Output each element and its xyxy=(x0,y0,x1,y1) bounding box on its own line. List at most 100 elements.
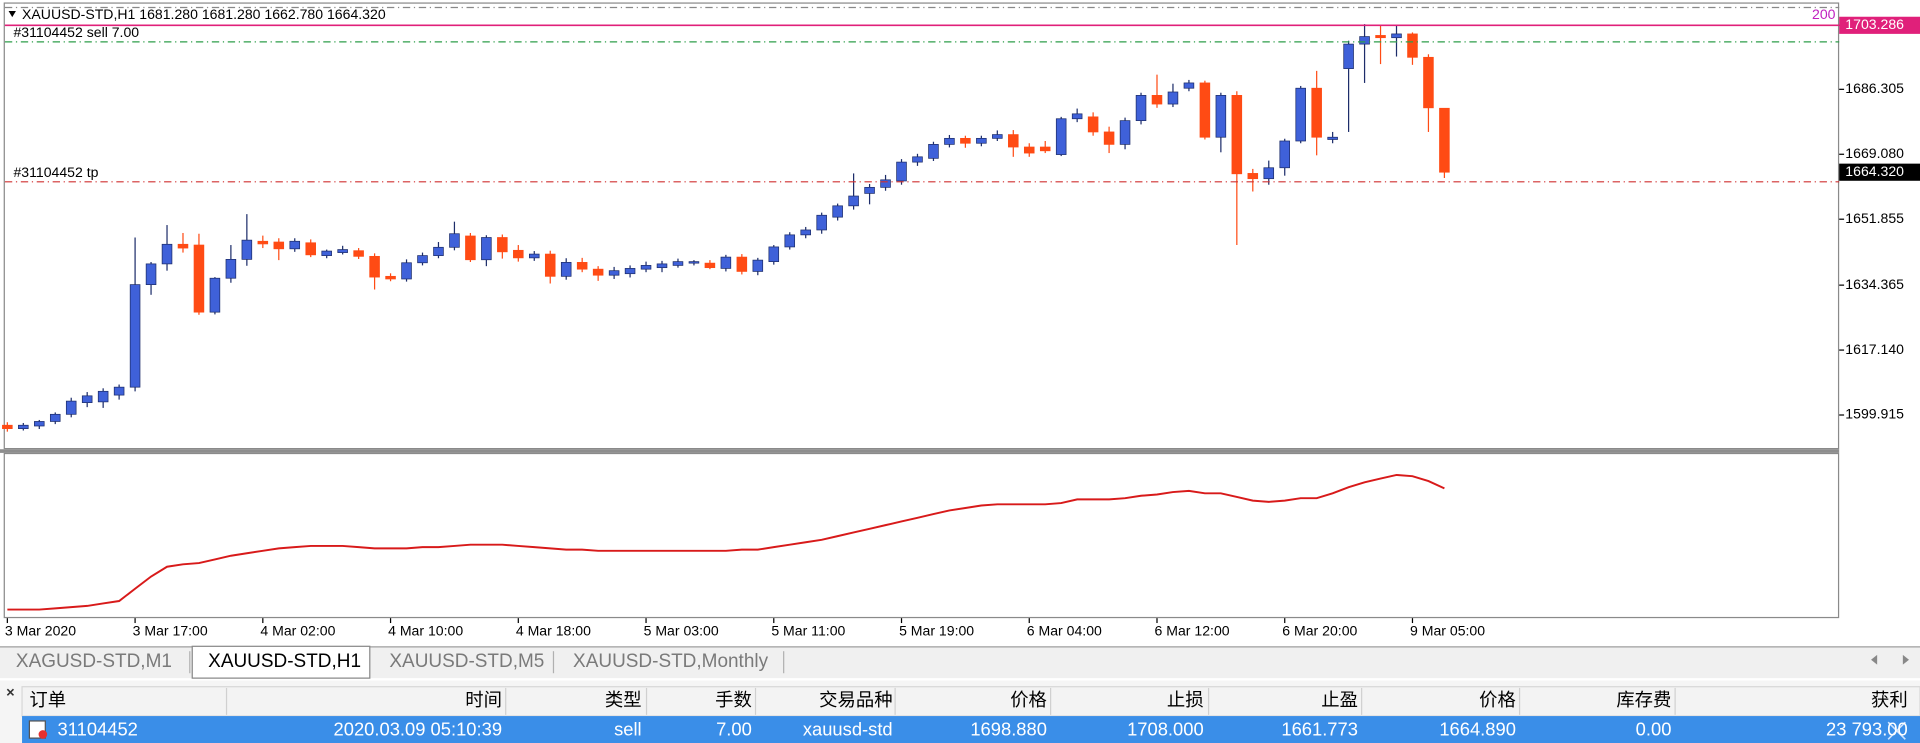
candle-body xyxy=(592,268,604,276)
y-tick-label: 1599.915 xyxy=(1845,406,1904,422)
candle-body xyxy=(720,256,732,269)
y-tick-label: 1651.855 xyxy=(1845,210,1904,226)
candle-body xyxy=(273,241,285,250)
x-tick-label: 6 Mar 04:00 xyxy=(1027,622,1102,638)
candle-body xyxy=(1215,95,1227,138)
price-tag: 1703.286 xyxy=(1845,16,1904,32)
candle-body xyxy=(81,395,93,403)
order-line-label: #31104452 tp xyxy=(13,164,98,180)
candle-body xyxy=(433,246,444,256)
column-header: 订单 xyxy=(29,689,66,710)
tab[interactable]: XAUUSD-STD,M5 xyxy=(389,651,544,672)
chart-header: XAUUSD-STD,H1 1681.280 1681.280 1662.780… xyxy=(22,6,386,22)
candle-body xyxy=(1039,146,1051,152)
tab-active[interactable] xyxy=(191,645,371,679)
y-tick-label: 1634.365 xyxy=(1845,276,1904,292)
candle-body xyxy=(257,240,269,245)
candle-body xyxy=(18,424,29,430)
row-close[interactable] xyxy=(1887,721,1906,740)
candle-body xyxy=(1135,95,1147,122)
table-cell: 1664.890 xyxy=(1439,719,1516,740)
candle-body xyxy=(864,186,875,194)
price-tag-box xyxy=(1839,16,1920,34)
x-tick-label: 6 Mar 12:00 xyxy=(1155,622,1230,638)
table-cell: 23 793.00 xyxy=(1826,719,1908,740)
candle-body xyxy=(1343,43,1354,69)
tab[interactable]: XAGUSD-STD,M1 xyxy=(16,651,172,672)
tab-scroll-left[interactable] xyxy=(1871,654,1878,665)
x-tick-label: 9 Mar 05:00 xyxy=(1410,622,1485,638)
candle-body xyxy=(401,262,412,280)
candle-body xyxy=(209,277,221,313)
candle-body xyxy=(752,259,764,272)
table-cell: 1708.000 xyxy=(1127,719,1204,740)
candle-body xyxy=(1407,33,1418,58)
candle-body xyxy=(449,233,460,248)
tab-scroll-right[interactable] xyxy=(1902,654,1909,665)
main-window-frame xyxy=(3,2,1840,450)
candle-body xyxy=(145,263,157,285)
candle-body xyxy=(1327,136,1338,140)
table-cell: sell xyxy=(614,719,642,740)
candle-body xyxy=(321,250,332,256)
candle-body xyxy=(1071,113,1083,120)
candle-body xyxy=(976,137,987,144)
order-icon-badge xyxy=(38,730,48,739)
candle-body xyxy=(113,386,125,396)
panel-close[interactable] xyxy=(6,688,15,696)
candle-body xyxy=(1055,118,1067,155)
candle-body xyxy=(912,156,923,163)
candle-body xyxy=(1008,134,1019,148)
candle-body xyxy=(736,256,748,272)
candle-body xyxy=(1423,56,1434,109)
candle-body xyxy=(34,421,45,427)
x-tick-label: 3 Mar 2020 xyxy=(5,622,76,638)
column-header: 类型 xyxy=(605,689,642,710)
candle-body xyxy=(688,261,700,264)
x-tick-label: 5 Mar 03:00 xyxy=(644,622,719,638)
candle-body xyxy=(1279,140,1290,169)
candle-body xyxy=(1247,173,1259,180)
y-tick-label: 1617.140 xyxy=(1845,341,1904,357)
candle-body xyxy=(513,249,524,259)
candle-body xyxy=(1103,131,1115,145)
table-cell: xauusd-std xyxy=(803,719,893,740)
column-header: 价格 xyxy=(1010,689,1047,710)
candle-body xyxy=(944,137,955,145)
selected-row[interactable] xyxy=(22,716,1920,743)
candle-body xyxy=(337,249,348,253)
column-header: 手数 xyxy=(715,689,752,710)
candle-body xyxy=(800,229,811,236)
candle-body xyxy=(1231,95,1243,175)
table-cell: 1698.880 xyxy=(970,719,1047,740)
indicator-window-frame xyxy=(3,452,1840,619)
candle-body xyxy=(1375,35,1386,39)
candle-body xyxy=(97,390,109,403)
candle-body xyxy=(481,237,492,261)
candle-body xyxy=(1391,33,1402,39)
candle-body xyxy=(960,137,971,144)
candle-body xyxy=(417,255,428,264)
candle-body xyxy=(704,262,716,269)
x-tick-label: 4 Mar 18:00 xyxy=(516,622,591,638)
candle-body xyxy=(672,261,684,266)
candle-body xyxy=(49,413,61,422)
candle-body xyxy=(1263,167,1275,180)
candle-body xyxy=(1151,95,1163,105)
tab[interactable]: XAUUSD-STD,Monthly xyxy=(573,651,769,672)
column-header: 获利 xyxy=(1871,689,1908,710)
candle-body xyxy=(1183,82,1195,89)
candle-body xyxy=(560,262,572,277)
x-tick-label: 5 Mar 19:00 xyxy=(899,622,974,638)
candle-body xyxy=(193,244,205,313)
candle-body xyxy=(656,263,668,269)
candle-body xyxy=(608,270,620,276)
table-cell: 0.00 xyxy=(1636,719,1672,740)
candle-body xyxy=(1359,36,1370,45)
tab[interactable]: XAUUSD-STD,H1 xyxy=(208,651,361,672)
candle-body xyxy=(1311,87,1322,138)
candle-body xyxy=(465,235,476,261)
